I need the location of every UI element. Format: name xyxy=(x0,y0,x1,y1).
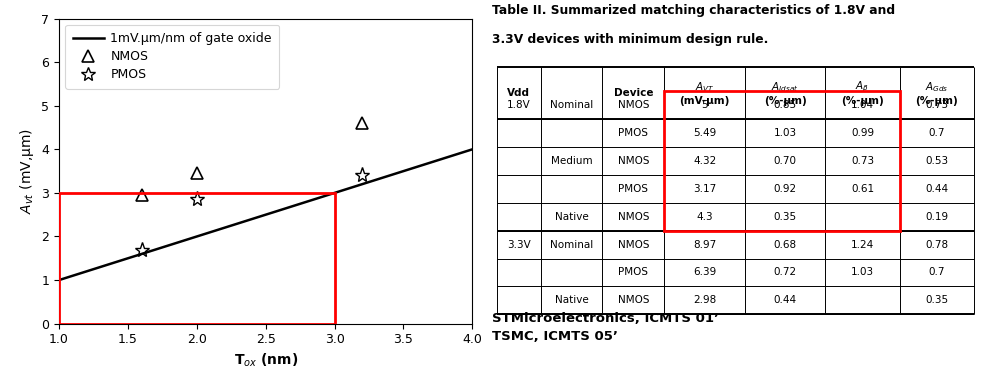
Text: $A_{VT}$
(mV-μm): $A_{VT}$ (mV-μm) xyxy=(679,80,730,106)
Text: 0.85: 0.85 xyxy=(773,100,797,110)
Text: Native: Native xyxy=(555,212,588,222)
Text: Nominal: Nominal xyxy=(550,240,593,250)
Text: Native: Native xyxy=(555,295,588,305)
Text: Medium: Medium xyxy=(551,156,592,166)
Text: 0.68: 0.68 xyxy=(773,240,797,250)
Text: 6.39: 6.39 xyxy=(693,267,716,278)
Text: Device: Device xyxy=(614,88,653,98)
Text: $A_{Gds}$
(%-μm): $A_{Gds}$ (%-μm) xyxy=(915,80,958,106)
Text: PMOS: PMOS xyxy=(618,128,648,138)
Text: 0.44: 0.44 xyxy=(925,184,949,194)
Text: 0.73: 0.73 xyxy=(925,100,949,110)
Text: STMicroelectronics, ICMTS 01’
TSMC, ICMTS 05’: STMicroelectronics, ICMTS 01’ TSMC, ICMT… xyxy=(492,312,719,343)
Text: NMOS: NMOS xyxy=(618,295,649,305)
Text: 0.78: 0.78 xyxy=(925,240,949,250)
Text: 0.53: 0.53 xyxy=(925,156,949,166)
Text: 1.03: 1.03 xyxy=(773,128,797,138)
Text: NMOS: NMOS xyxy=(618,212,649,222)
Text: 0.70: 0.70 xyxy=(773,156,797,166)
Text: $A_{\beta}$
(%-μm): $A_{\beta}$ (%-μm) xyxy=(841,80,884,106)
Text: 8.97: 8.97 xyxy=(693,240,716,250)
Text: $A_{Idsat}$
(%-μm): $A_{Idsat}$ (%-μm) xyxy=(764,80,807,106)
Text: 0.19: 0.19 xyxy=(925,212,949,222)
Text: Table II. Summarized matching characteristics of 1.8V and: Table II. Summarized matching characteri… xyxy=(492,4,895,17)
Y-axis label: $A_{vt}$ (mV,μm): $A_{vt}$ (mV,μm) xyxy=(18,128,35,214)
X-axis label: T$_{ox}$ (nm): T$_{ox}$ (nm) xyxy=(233,352,298,369)
Text: 0.7: 0.7 xyxy=(929,267,945,278)
Text: PMOS: PMOS xyxy=(618,184,648,194)
Text: 0.61: 0.61 xyxy=(851,184,874,194)
Text: NMOS: NMOS xyxy=(618,156,649,166)
Text: 1.24: 1.24 xyxy=(851,240,874,250)
Text: Nominal: Nominal xyxy=(550,100,593,110)
Text: 5: 5 xyxy=(702,100,707,110)
Text: 0.35: 0.35 xyxy=(925,295,949,305)
Text: 0.7: 0.7 xyxy=(929,128,945,138)
Text: 2.98: 2.98 xyxy=(693,295,716,305)
Text: NMOS: NMOS xyxy=(618,100,649,110)
Text: 0.73: 0.73 xyxy=(851,156,874,166)
Text: 0.72: 0.72 xyxy=(773,267,797,278)
Text: 1.8V: 1.8V xyxy=(507,100,530,110)
Text: 0.44: 0.44 xyxy=(773,295,797,305)
Text: 3.17: 3.17 xyxy=(693,184,716,194)
Text: 4.32: 4.32 xyxy=(693,156,716,166)
Text: 5.49: 5.49 xyxy=(693,128,716,138)
Text: 4.3: 4.3 xyxy=(697,212,713,222)
Bar xyxy=(664,91,899,231)
Text: 3.3V: 3.3V xyxy=(507,240,530,250)
Text: 0.99: 0.99 xyxy=(851,128,874,138)
Text: 0.35: 0.35 xyxy=(773,212,797,222)
Text: 1.03: 1.03 xyxy=(851,267,874,278)
Legend: 1mV.μm/nm of gate oxide, NMOS, PMOS: 1mV.μm/nm of gate oxide, NMOS, PMOS xyxy=(65,25,279,89)
Text: PMOS: PMOS xyxy=(618,267,648,278)
Text: 1.04: 1.04 xyxy=(851,100,874,110)
Text: Vdd: Vdd xyxy=(508,88,530,98)
Text: 0.92: 0.92 xyxy=(773,184,797,194)
Text: NMOS: NMOS xyxy=(618,240,649,250)
Text: 3.3V devices with minimum design rule.: 3.3V devices with minimum design rule. xyxy=(492,33,769,46)
Bar xyxy=(59,193,335,324)
